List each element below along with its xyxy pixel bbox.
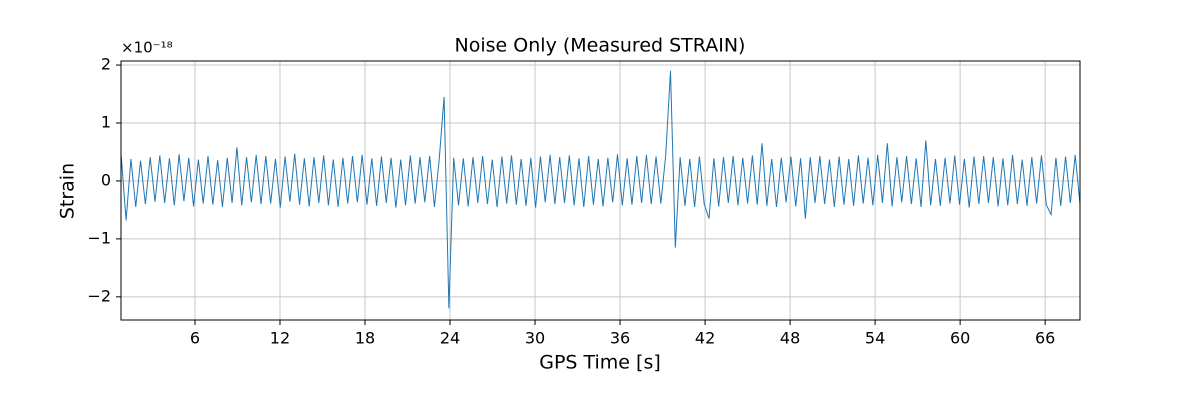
y-tick-label: −2 [87, 286, 111, 305]
x-tick-label: 30 [525, 329, 545, 348]
plot-layer [120, 70, 1081, 309]
plot-frame [120, 60, 1081, 321]
y-tick-label: −1 [87, 228, 111, 247]
x-tick-label: 60 [950, 329, 970, 348]
y-tick-label: 2 [101, 55, 111, 74]
x-axis-label: GPS Time [s] [539, 352, 661, 374]
x-tick-label: 54 [865, 329, 885, 348]
chart-title: Noise Only (Measured STRAIN) [455, 35, 746, 57]
y-tick-label: 0 [101, 170, 111, 189]
x-tick-label: 12 [270, 329, 290, 348]
x-tick-label: 36 [610, 329, 630, 348]
x-tick-label: 18 [355, 329, 375, 348]
strain-line [120, 70, 1081, 309]
x-tick-label: 42 [695, 329, 715, 348]
x-tick-label: 6 [190, 329, 200, 348]
y-offset-label: ×10⁻¹⁸ [121, 39, 173, 57]
y-tick-label: 1 [101, 112, 111, 131]
x-tick-label: 24 [440, 329, 460, 348]
y-axis-label: Strain [57, 163, 79, 219]
x-tick-label: 48 [780, 329, 800, 348]
x-tick-label: 66 [1035, 329, 1055, 348]
